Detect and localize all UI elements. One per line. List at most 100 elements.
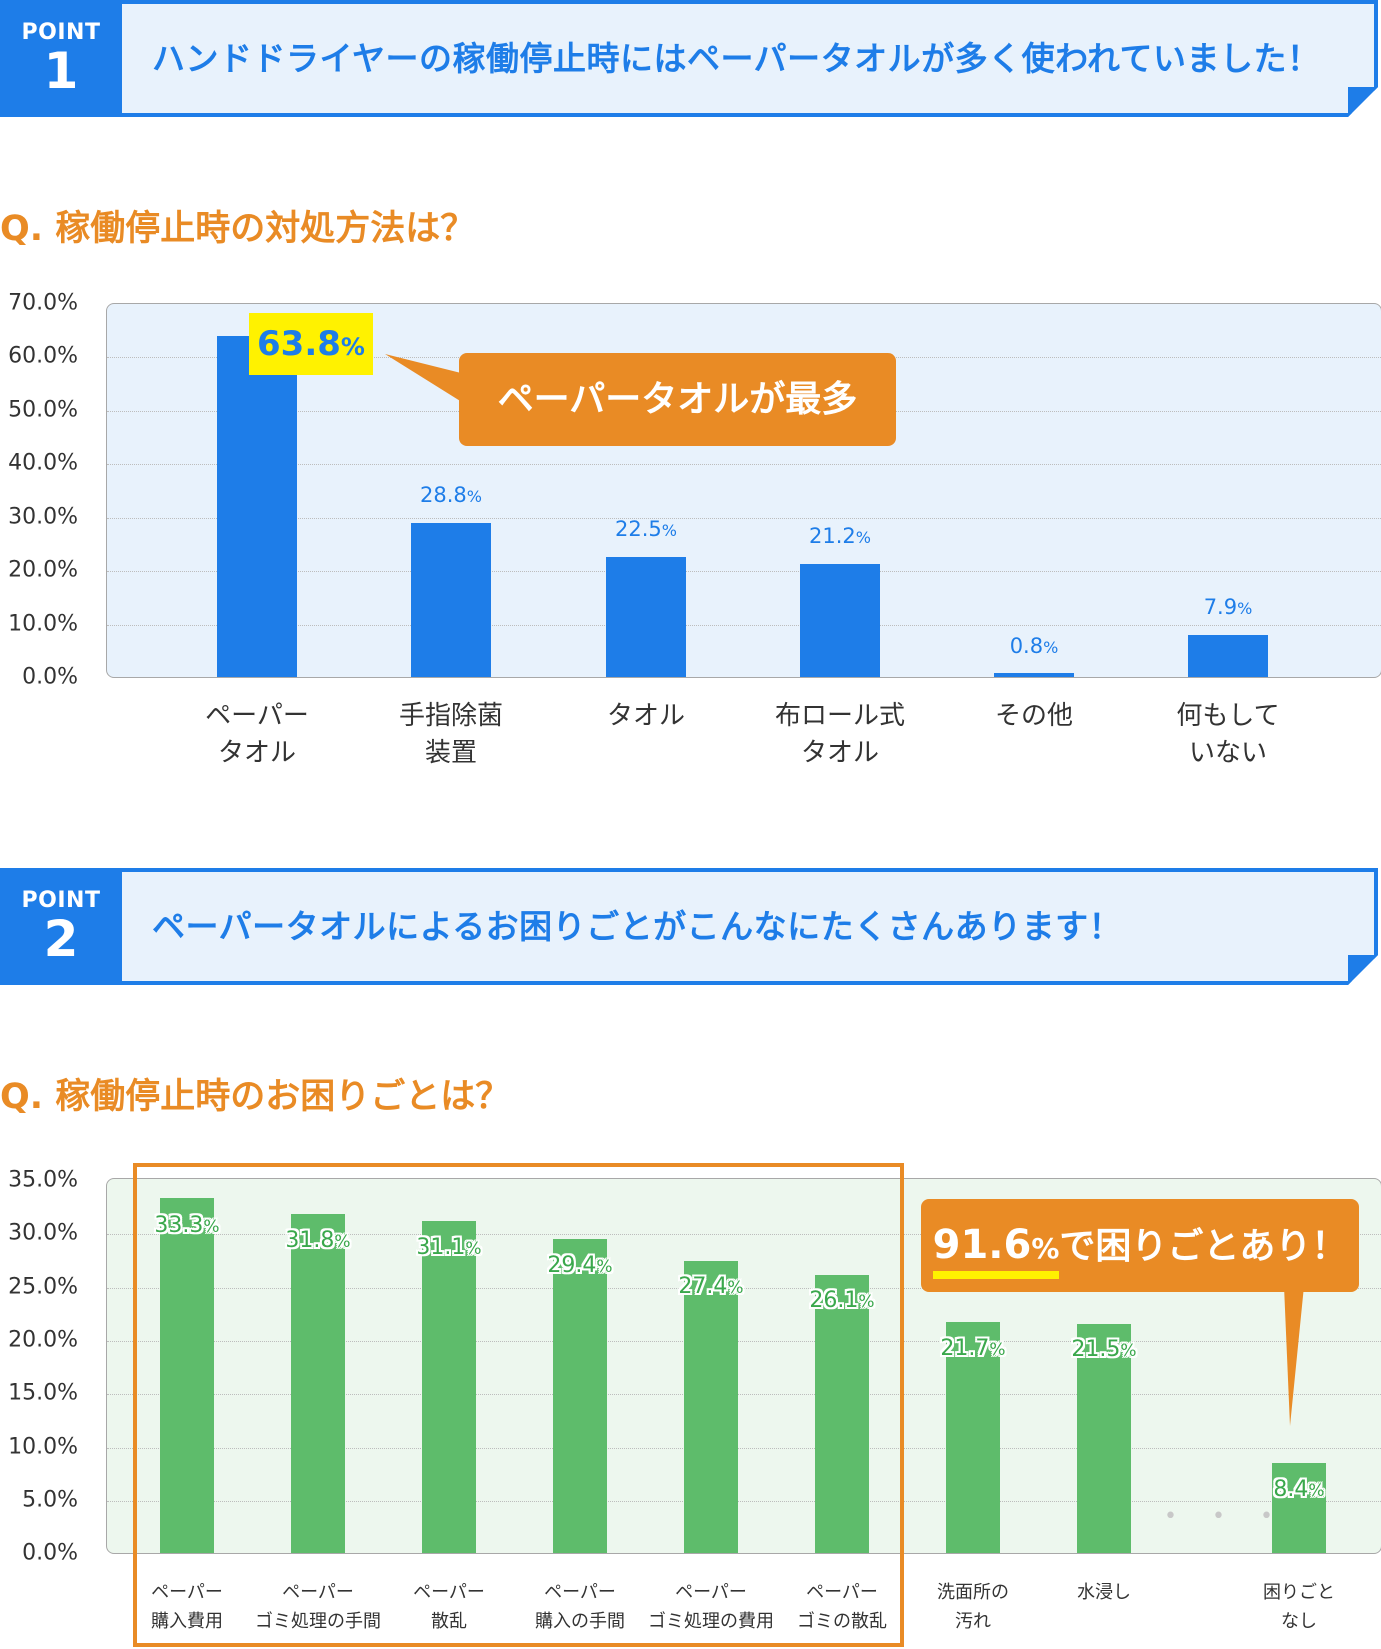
- point-1-badge: POINT 1: [0, 0, 122, 117]
- y-tick: 50.0%: [8, 397, 78, 423]
- bar-water-spill: [1077, 1324, 1131, 1553]
- percent-sign: %: [465, 1239, 482, 1259]
- bar-value: 7.9: [1203, 595, 1238, 619]
- x-axis-label: ペーパー ゴミの散乱: [772, 1578, 912, 1636]
- x-axis-label: 手指除菌 装置: [361, 698, 541, 772]
- bar-nothing: [1188, 635, 1268, 677]
- label-line: 洗面所の: [937, 1582, 1009, 1603]
- folded-corner-icon: [1348, 955, 1378, 985]
- label-line: 購入費用: [151, 1611, 223, 1632]
- bar-value-label: 7.9%: [1204, 595, 1253, 619]
- label-line: なし: [1281, 1611, 1317, 1632]
- bar-value: 0.8: [1009, 634, 1044, 658]
- y-tick: 35.0%: [8, 1167, 78, 1193]
- gridline: [107, 1394, 1381, 1395]
- label-line: 散乱: [431, 1611, 467, 1632]
- label-line: ゴミの散乱: [797, 1611, 887, 1632]
- label-line: 何もして: [1176, 701, 1280, 731]
- bar-paper-scatter: [422, 1221, 476, 1553]
- y-tick: 15.0%: [8, 1380, 78, 1406]
- point-1-body: ハンドドライヤーの稼働停止時にはペーパータオルが多く使われていました！: [122, 0, 1378, 117]
- label-line: 困りごと: [1263, 1582, 1335, 1603]
- y-tick: 10.0%: [8, 1434, 78, 1460]
- x-axis-label: ペーパー 購入の手間: [510, 1578, 650, 1636]
- percent-sign: %: [340, 333, 365, 361]
- bar-value-label: 21.2%: [809, 524, 871, 548]
- x-axis-label: 水浸し: [1034, 1578, 1174, 1607]
- label-line: いない: [1188, 738, 1267, 768]
- yellow-underline: [932, 1271, 1060, 1279]
- x-axis-label: 何もして いない: [1138, 698, 1318, 772]
- y-tick: 10.0%: [8, 611, 78, 637]
- label-line: 水浸し: [1077, 1582, 1131, 1603]
- label-line: ペーパー: [205, 701, 309, 731]
- label-line: ペーパー: [544, 1582, 616, 1603]
- callout-text: で困りごとあり！: [1059, 1226, 1348, 1267]
- point-2-title: ペーパータオルによるお困りごとがこんなにたくさんあります！: [152, 907, 1123, 946]
- label-line: 手指除菌: [398, 701, 503, 731]
- bar-value-label: 31.1%: [416, 1235, 481, 1260]
- label-line: ペーパー: [282, 1582, 354, 1603]
- x-axis-label: ペーパー 購入費用: [117, 1578, 257, 1636]
- bar-value: 28.8: [420, 483, 467, 507]
- bar-value: 27.4: [678, 1274, 728, 1299]
- bar-value: 26.1: [809, 1288, 859, 1313]
- bar-value: 29.4: [547, 1253, 597, 1278]
- callout-value: 91.6: [932, 1222, 1032, 1268]
- gridline: [107, 1288, 1381, 1289]
- bar-value-label: 21.7%: [940, 1336, 1005, 1361]
- gridline: [107, 464, 1381, 465]
- gridline: [107, 625, 1381, 626]
- bar-washroom-dirt: [946, 1322, 1000, 1553]
- gridline: [107, 1448, 1381, 1449]
- y-tick: 70.0%: [8, 290, 78, 316]
- bar-no-trouble: [1272, 1463, 1326, 1553]
- percent-sign: %: [989, 1340, 1006, 1360]
- y-tick: 0.0%: [22, 1540, 78, 1566]
- x-axis-label: 布ロール式 タオル: [750, 698, 930, 772]
- label-line: ペーパー: [151, 1582, 223, 1603]
- callout-most-common: ペーパータオルが最多: [459, 353, 896, 446]
- bar-value-label: 8.4%: [1273, 1477, 1324, 1502]
- gridline: [107, 1341, 1381, 1342]
- bar-value: 21.2: [809, 524, 856, 548]
- percent-sign: %: [1043, 638, 1059, 657]
- bar-paper-disposal-cost: [684, 1261, 738, 1553]
- point-1-banner: POINT 1 ハンドドライヤーの稼働停止時にはペーパータオルが多く使われていま…: [0, 0, 1381, 117]
- x-axis-label: ペーパー ゴミ処理の費用: [641, 1578, 781, 1636]
- bar-value-label: 29.4%: [547, 1253, 612, 1278]
- y-tick: 0.0%: [22, 664, 78, 690]
- label-line: 汚れ: [955, 1611, 991, 1632]
- label-line: ゴミ処理の費用: [648, 1611, 774, 1632]
- gridline: [107, 571, 1381, 572]
- y-tick: 25.0%: [8, 1274, 78, 1300]
- bar-value-label: 33.3%: [154, 1213, 219, 1238]
- gridline: [107, 518, 1381, 519]
- bar-value: 33.3: [154, 1213, 204, 1238]
- bar-value-label: 27.4%: [678, 1274, 743, 1299]
- label-line: 布ロール式: [774, 701, 905, 731]
- label-line: ゴミ処理の手間: [255, 1611, 381, 1632]
- x-axis-label: タオル: [556, 698, 736, 735]
- y-tick: 30.0%: [8, 504, 78, 530]
- point-2-banner: POINT 2 ペーパータオルによるお困りごとがこんなにたくさんあります！: [0, 868, 1381, 985]
- x-axis-label: ペーパー タオル: [167, 698, 347, 772]
- label-line: 装置: [424, 738, 477, 768]
- y-tick: 40.0%: [8, 450, 78, 476]
- y-tick: 20.0%: [8, 557, 78, 583]
- paper-towel-issues-frame: [133, 1163, 904, 1647]
- callout-value-wrap: 91.6%: [932, 1199, 1060, 1295]
- label-line: 購入の手間: [535, 1611, 625, 1632]
- bar-value-label: 31.8%: [285, 1228, 350, 1253]
- percent-sign: %: [661, 521, 677, 540]
- x-axis-label: 洗面所の 汚れ: [903, 1578, 1043, 1636]
- bar-value-label: 0.8%: [1010, 634, 1059, 658]
- y-tick: 60.0%: [8, 343, 78, 369]
- label-line: その他: [994, 701, 1073, 731]
- bar-value-label: 28.8%: [420, 483, 482, 507]
- percent-sign: %: [855, 528, 871, 547]
- bar-paper-disposal-effort: [291, 1214, 345, 1553]
- percent-sign: %: [334, 1232, 351, 1252]
- bar-paper-purchase-effort: [553, 1239, 607, 1553]
- percent-sign: %: [727, 1278, 744, 1298]
